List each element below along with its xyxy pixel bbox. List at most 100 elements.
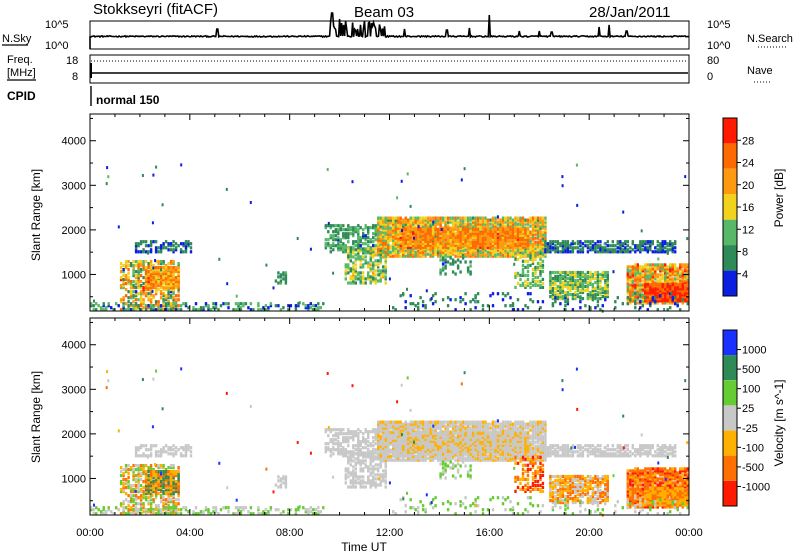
velocity-cell xyxy=(137,470,140,474)
power-cell xyxy=(409,243,412,247)
power-cell xyxy=(556,240,560,244)
power-cell xyxy=(599,248,602,252)
power-cell xyxy=(139,294,143,298)
power-cell xyxy=(461,227,465,231)
power-cell xyxy=(237,302,240,306)
velocity-cell xyxy=(329,440,332,444)
power-cell xyxy=(298,301,301,305)
power-cell xyxy=(147,298,150,302)
velocity-cell xyxy=(307,512,310,516)
power-cell xyxy=(129,308,133,312)
power-cell xyxy=(397,238,400,242)
power-cell xyxy=(414,254,417,258)
power-cell xyxy=(506,220,510,224)
power-cell xyxy=(377,222,380,226)
power-cell xyxy=(599,244,602,248)
velocity-cell xyxy=(167,504,170,508)
power-cell xyxy=(349,267,352,271)
power-cell xyxy=(424,218,427,222)
velocity-cell xyxy=(152,474,155,478)
power-cell xyxy=(384,240,387,244)
velocity-cell xyxy=(162,446,165,450)
power-cell xyxy=(139,262,143,266)
power-cell xyxy=(570,242,573,246)
power-cell xyxy=(407,229,410,233)
power-cell xyxy=(162,274,165,278)
power-cell xyxy=(566,242,570,246)
power-cell xyxy=(666,267,669,271)
power-cell xyxy=(399,250,402,254)
power-cell xyxy=(357,257,360,261)
y-tick-label: 3000 xyxy=(62,180,86,192)
power-cell xyxy=(476,222,480,226)
power-cell xyxy=(439,245,442,249)
power-cell xyxy=(491,292,495,296)
power-cell xyxy=(599,240,602,244)
power-cell xyxy=(516,237,520,241)
power-cell xyxy=(434,239,437,243)
power-cell xyxy=(489,254,492,258)
power-cell xyxy=(649,240,652,244)
velocity-cell xyxy=(162,466,165,470)
velocity-cell xyxy=(124,464,128,468)
power-cell xyxy=(641,269,644,273)
power-cell xyxy=(184,304,188,308)
power-cell xyxy=(218,257,221,261)
power-cell xyxy=(501,235,505,239)
power-cell xyxy=(561,270,565,275)
power-cell xyxy=(494,220,497,224)
power-cell xyxy=(184,248,188,252)
power-cell xyxy=(354,228,357,232)
velocity-cell xyxy=(167,494,170,498)
power-cell xyxy=(579,288,582,293)
power-cell xyxy=(461,235,465,239)
power-cell xyxy=(546,242,550,246)
power-cell xyxy=(469,229,472,233)
power-cell xyxy=(469,248,472,252)
power-cell xyxy=(671,285,674,289)
power-cell xyxy=(529,248,532,252)
power-cell xyxy=(476,216,480,220)
power-cell xyxy=(95,308,98,312)
power-cell xyxy=(519,241,522,245)
power-cell xyxy=(466,233,470,237)
power-cell xyxy=(571,240,575,244)
velocity-cell xyxy=(334,438,337,442)
cpid-label: CPID xyxy=(7,89,36,103)
power-cell xyxy=(526,250,530,254)
power-cell xyxy=(439,268,442,272)
power-cell xyxy=(481,227,485,231)
power-cell xyxy=(576,286,580,291)
power-cell xyxy=(377,252,380,256)
power-cell xyxy=(529,263,532,267)
power-cell xyxy=(167,266,170,270)
power-cell xyxy=(684,275,687,279)
power-cell xyxy=(412,302,415,306)
power-cell xyxy=(511,252,515,256)
power-cell xyxy=(384,226,387,230)
velocity-cell xyxy=(154,512,158,516)
power-cell xyxy=(659,244,662,248)
velocity-cell xyxy=(202,512,205,516)
power-cell xyxy=(534,275,537,279)
power-cell xyxy=(379,224,382,228)
power-cell xyxy=(639,265,642,269)
power-cell xyxy=(124,302,128,306)
power-cell xyxy=(479,237,482,241)
power-cell xyxy=(481,308,485,312)
power-cell xyxy=(534,222,537,226)
power-cell xyxy=(634,277,637,281)
velocity-cell xyxy=(224,506,228,510)
velocity-cell xyxy=(172,452,175,456)
power-cell xyxy=(629,287,632,291)
power-cell xyxy=(367,275,370,279)
power-cell xyxy=(384,220,387,224)
power-cell xyxy=(494,216,497,220)
power-cell xyxy=(506,239,510,243)
power-cell xyxy=(164,306,168,310)
power-cell xyxy=(574,286,577,291)
power-cell xyxy=(654,291,657,295)
power-cell xyxy=(364,224,367,228)
power-cell xyxy=(484,233,487,237)
velocity-cell xyxy=(332,438,335,442)
